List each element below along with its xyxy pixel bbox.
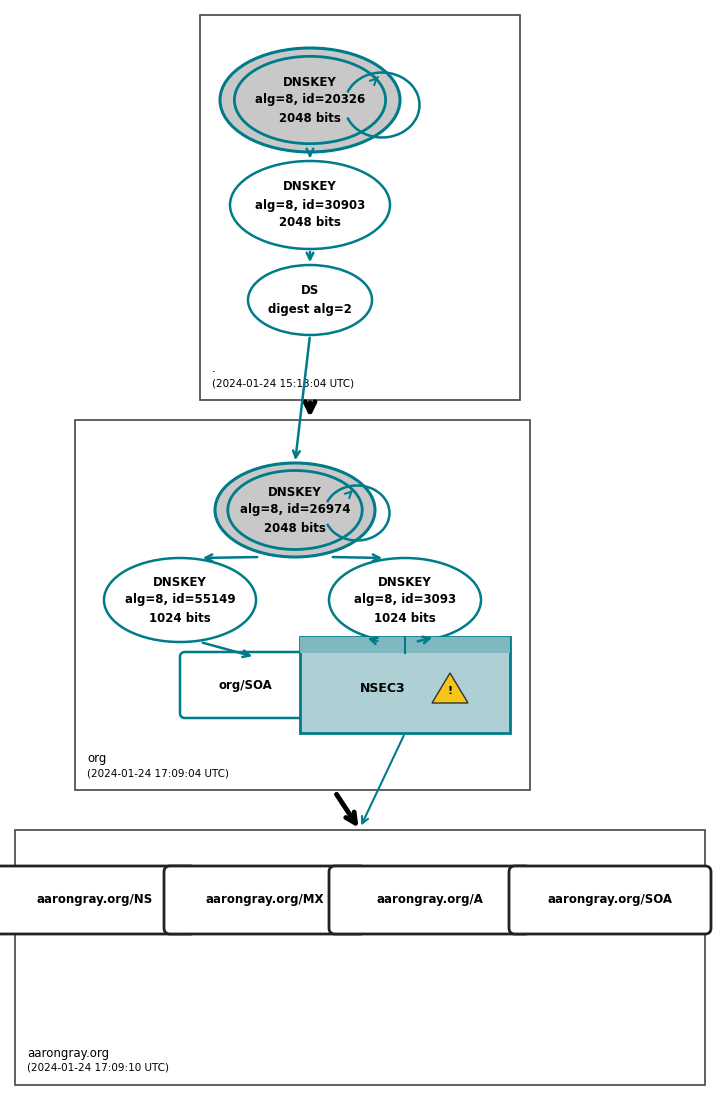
Text: aarongray.org: aarongray.org bbox=[27, 1047, 109, 1060]
Text: DNSKEY
alg=8, id=30903
2048 bits: DNSKEY alg=8, id=30903 2048 bits bbox=[255, 181, 365, 229]
Ellipse shape bbox=[215, 464, 375, 557]
Text: DNSKEY
alg=8, id=26974
2048 bits: DNSKEY alg=8, id=26974 2048 bits bbox=[239, 486, 350, 535]
FancyBboxPatch shape bbox=[0, 866, 196, 934]
Ellipse shape bbox=[220, 48, 400, 152]
Text: org/SOA: org/SOA bbox=[218, 678, 272, 691]
Text: .: . bbox=[212, 362, 216, 375]
Text: DNSKEY
alg=8, id=3093
1024 bits: DNSKEY alg=8, id=3093 1024 bits bbox=[354, 575, 456, 624]
Text: DS
digest alg=2: DS digest alg=2 bbox=[268, 285, 352, 315]
Text: NSEC3: NSEC3 bbox=[360, 682, 406, 696]
Ellipse shape bbox=[104, 558, 256, 642]
Text: aarongray.org/NS: aarongray.org/NS bbox=[37, 894, 153, 907]
Text: DNSKEY
alg=8, id=20326
2048 bits: DNSKEY alg=8, id=20326 2048 bits bbox=[255, 76, 365, 124]
Ellipse shape bbox=[228, 470, 362, 550]
FancyBboxPatch shape bbox=[329, 866, 531, 934]
Ellipse shape bbox=[329, 558, 481, 642]
Text: aarongray.org/SOA: aarongray.org/SOA bbox=[547, 894, 672, 907]
Text: !: ! bbox=[447, 686, 452, 696]
Ellipse shape bbox=[248, 265, 372, 335]
Text: DNSKEY
alg=8, id=55149
1024 bits: DNSKEY alg=8, id=55149 1024 bits bbox=[124, 575, 235, 624]
FancyBboxPatch shape bbox=[180, 652, 310, 718]
FancyBboxPatch shape bbox=[300, 637, 510, 653]
FancyBboxPatch shape bbox=[300, 637, 510, 733]
Text: org: org bbox=[87, 752, 106, 765]
Ellipse shape bbox=[234, 56, 385, 144]
Text: (2024-01-24 17:09:04 UTC): (2024-01-24 17:09:04 UTC) bbox=[87, 768, 229, 779]
FancyBboxPatch shape bbox=[200, 15, 520, 400]
Polygon shape bbox=[432, 674, 468, 703]
FancyBboxPatch shape bbox=[75, 420, 530, 790]
FancyBboxPatch shape bbox=[15, 830, 705, 1085]
Text: (2024-01-24 15:13:04 UTC): (2024-01-24 15:13:04 UTC) bbox=[212, 378, 354, 388]
Text: (2024-01-24 17:09:10 UTC): (2024-01-24 17:09:10 UTC) bbox=[27, 1063, 169, 1073]
Text: aarongray.org/MX: aarongray.org/MX bbox=[206, 894, 324, 907]
Text: aarongray.org/A: aarongray.org/A bbox=[377, 894, 483, 907]
FancyBboxPatch shape bbox=[509, 866, 711, 934]
Ellipse shape bbox=[230, 161, 390, 249]
FancyBboxPatch shape bbox=[164, 866, 366, 934]
